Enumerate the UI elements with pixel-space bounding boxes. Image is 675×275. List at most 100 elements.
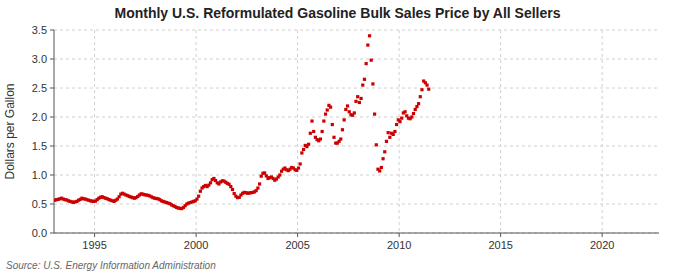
data-point (368, 34, 371, 37)
grid (54, 30, 659, 233)
tick-label: 2.5 (32, 82, 47, 94)
data-point (400, 117, 403, 120)
data-point (209, 181, 212, 184)
tick-mark (602, 233, 603, 237)
grid-line (500, 30, 501, 233)
tick-label: 2005 (285, 239, 309, 251)
data-point (332, 136, 335, 139)
tick-label: 1.0 (32, 169, 47, 181)
tick-mark (50, 146, 54, 147)
chart-container: Monthly U.S. Reformulated Gasoline Bulk … (0, 0, 675, 275)
data-point (375, 143, 378, 146)
data-point (419, 95, 422, 98)
data-point (395, 123, 398, 126)
data-point (322, 119, 325, 122)
data-point (410, 115, 413, 118)
data-point (385, 140, 388, 143)
y-axis-label: Dollars per Gallon (3, 83, 17, 179)
data-point (344, 108, 347, 111)
grid-line (54, 175, 659, 176)
grid-line (54, 204, 659, 205)
data-point (373, 113, 376, 116)
tick-label: 2020 (590, 239, 614, 251)
tick-mark (399, 233, 400, 237)
tick-label: 3.0 (32, 53, 47, 65)
data-point (307, 143, 310, 146)
tick-mark (50, 175, 54, 176)
data-point (371, 82, 374, 85)
data-point (359, 97, 362, 100)
data-point (324, 113, 327, 116)
tick-mark (50, 59, 54, 60)
data-point (256, 186, 259, 189)
data-point (321, 130, 324, 133)
data-point (302, 148, 305, 151)
data-point (346, 104, 349, 107)
grid-line (602, 30, 603, 233)
data-point (361, 84, 364, 87)
data-point (414, 108, 417, 111)
tick-label: 2010 (387, 239, 411, 251)
tick-label: 3.5 (32, 24, 47, 36)
x-axis-line (54, 233, 659, 234)
tick-mark (196, 233, 197, 237)
tick-mark (297, 233, 298, 237)
tick-label: 0.0 (32, 227, 47, 239)
data-point (260, 175, 263, 178)
data-point (319, 137, 322, 140)
tick-mark (50, 88, 54, 89)
data-point (378, 169, 381, 172)
title: Monthly U.S. Reformulated Gasoline Bulk … (114, 5, 560, 21)
points (54, 34, 430, 210)
tick-mark (50, 117, 54, 118)
tick-mark (94, 233, 95, 237)
tick-mark (500, 233, 501, 237)
data-point (353, 111, 356, 114)
data-point (199, 190, 202, 193)
grid-line (399, 30, 400, 233)
chart: Monthly U.S. Reformulated Gasoline Bulk … (0, 0, 675, 275)
data-point (383, 150, 386, 153)
data-point (309, 132, 312, 135)
data-point (343, 118, 346, 121)
grid-line (54, 233, 659, 234)
data-point (331, 123, 334, 126)
data-point (403, 110, 406, 113)
data-point (195, 197, 198, 200)
data-point (341, 128, 344, 131)
data-point (339, 137, 342, 140)
tick-label: 2015 (488, 239, 512, 251)
data-point (415, 105, 418, 108)
tick-label: 2000 (184, 239, 208, 251)
axes: 0.00.51.01.52.02.53.03.51995200020052010… (32, 24, 659, 251)
data-point (310, 119, 313, 122)
grid-line (54, 59, 659, 60)
data-point (370, 59, 373, 62)
source-note: Source: U.S. Energy Information Administ… (6, 260, 216, 271)
data-point (366, 43, 369, 46)
data-point (354, 100, 357, 103)
tick-label: 2.0 (32, 111, 47, 123)
data-point (387, 131, 390, 134)
data-point (356, 95, 359, 98)
data-point (197, 195, 200, 198)
data-point (229, 185, 232, 188)
tick-label: 1995 (82, 239, 106, 251)
grid-line (54, 117, 659, 118)
data-point (263, 171, 266, 174)
data-point (417, 102, 420, 105)
grid-line (54, 88, 659, 89)
data-point (258, 182, 261, 185)
data-point (358, 101, 361, 104)
grid-line (54, 30, 659, 31)
data-point (297, 166, 300, 169)
data-point (381, 157, 384, 160)
data-point (388, 136, 391, 139)
data-point (299, 162, 302, 165)
data-point (348, 110, 351, 113)
tick-mark (50, 30, 54, 31)
data-point (425, 84, 428, 87)
data-point (278, 173, 281, 176)
data-point (380, 166, 383, 169)
data-point (326, 108, 329, 111)
